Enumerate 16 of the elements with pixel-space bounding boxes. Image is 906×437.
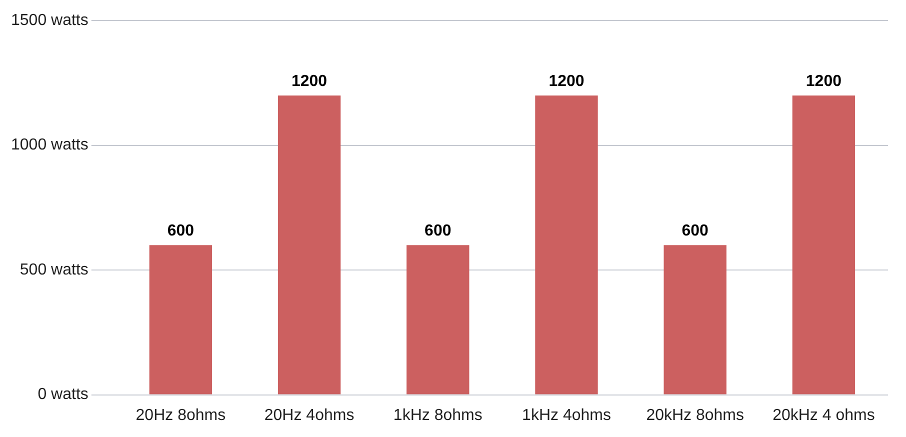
x-tick-label: 20Hz 4ohms: [264, 406, 354, 424]
x-tick-label: 1kHz 8ohms: [393, 406, 482, 424]
y-tick-label: 1500 watts: [10, 12, 88, 30]
data-label: 1200: [291, 72, 328, 90]
data-label: 600: [424, 222, 452, 240]
y-tick-label: 1000 watts: [10, 136, 88, 154]
x-tick-label: 20Hz 8ohms: [136, 406, 226, 424]
data-label: 1200: [806, 72, 842, 90]
data-label: 600: [167, 222, 194, 240]
data-label: 1200: [548, 72, 584, 90]
x-tick-label: 1kHz 4ohms: [522, 406, 611, 424]
y-tick-label: 500 watts: [20, 261, 88, 278]
x-tick-label: 20kHz 8ohms: [646, 406, 744, 424]
y-tick-label: 0 watts: [38, 386, 88, 404]
data-label: 600: [682, 222, 709, 240]
x-tick-label: 20kHz 4 ohms: [772, 406, 875, 424]
